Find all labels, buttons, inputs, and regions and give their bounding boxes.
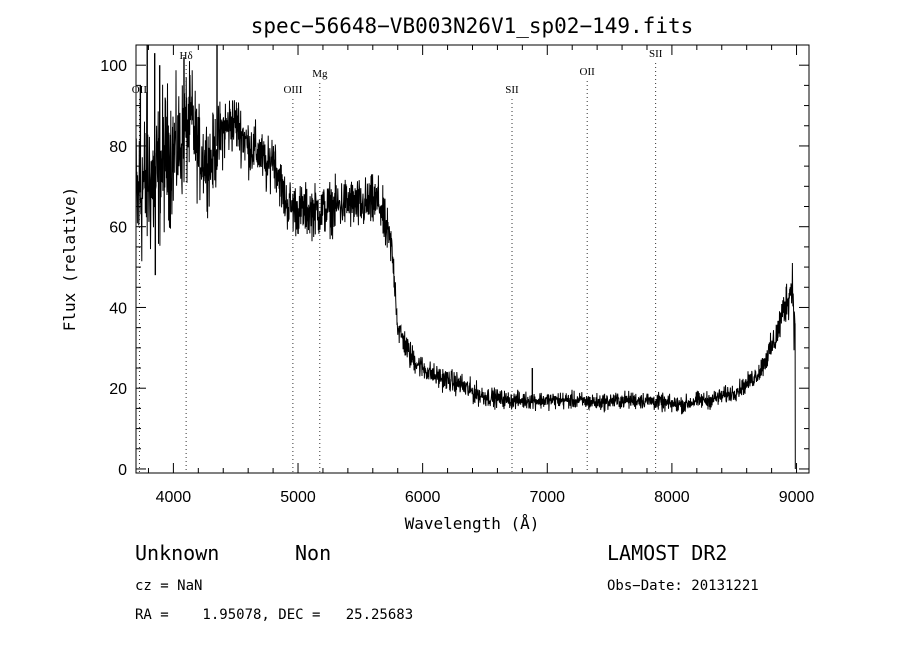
spectral-line-label: Mg [312,68,328,80]
redshift-text: cz = NaN [135,578,202,594]
classification-text: Unknown [135,541,219,565]
spectral-line-markers: OII Hδ OIII Mg SII OII SII [132,48,663,473]
spectrum-spikes [139,45,534,401]
chart-title: spec−56648−VB003N26V1_sp02−149.fits [251,14,694,38]
x-tick-label: 8000 [654,489,690,506]
obs-date-text: Obs−Date: 20131221 [607,578,759,594]
y-tick-label: 40 [109,300,127,317]
y-axis-label: Flux (relative) [60,187,79,332]
spectral-line-label: SII [505,84,519,96]
spectral-line-label: OII [580,66,596,78]
y-tick-label: 80 [109,139,127,156]
y-tick-label: 0 [118,462,127,479]
spectral-line-label: Hδ [180,50,193,62]
x-tick-label: 9000 [779,489,815,506]
spectral-line-label: SII [649,48,663,60]
y-tick-label: 60 [109,220,127,237]
survey-text: LAMOST DR2 [607,541,727,565]
subclass-text: Non [295,541,331,565]
x-tick-label: 7000 [529,489,565,506]
x-tick-label: 5000 [280,489,316,506]
y-tick-label: 100 [100,58,127,75]
axis-ticks [136,45,809,473]
x-tick-label: 4000 [156,489,192,506]
spectrum-line [135,61,796,470]
x-axis-label: Wavelength (Å) [405,514,540,533]
axis-tick-labels: 4000 5000 6000 7000 8000 9000 0 20 40 60 80 100 [100,58,814,506]
spectral-line-label: OIII [283,84,302,96]
coordinates-text: RA = 1.95078, DEC = 25.25683 [135,607,413,623]
spectral-line-label: OII [132,84,148,96]
y-tick-label: 20 [109,381,127,398]
x-tick-label: 6000 [405,489,441,506]
